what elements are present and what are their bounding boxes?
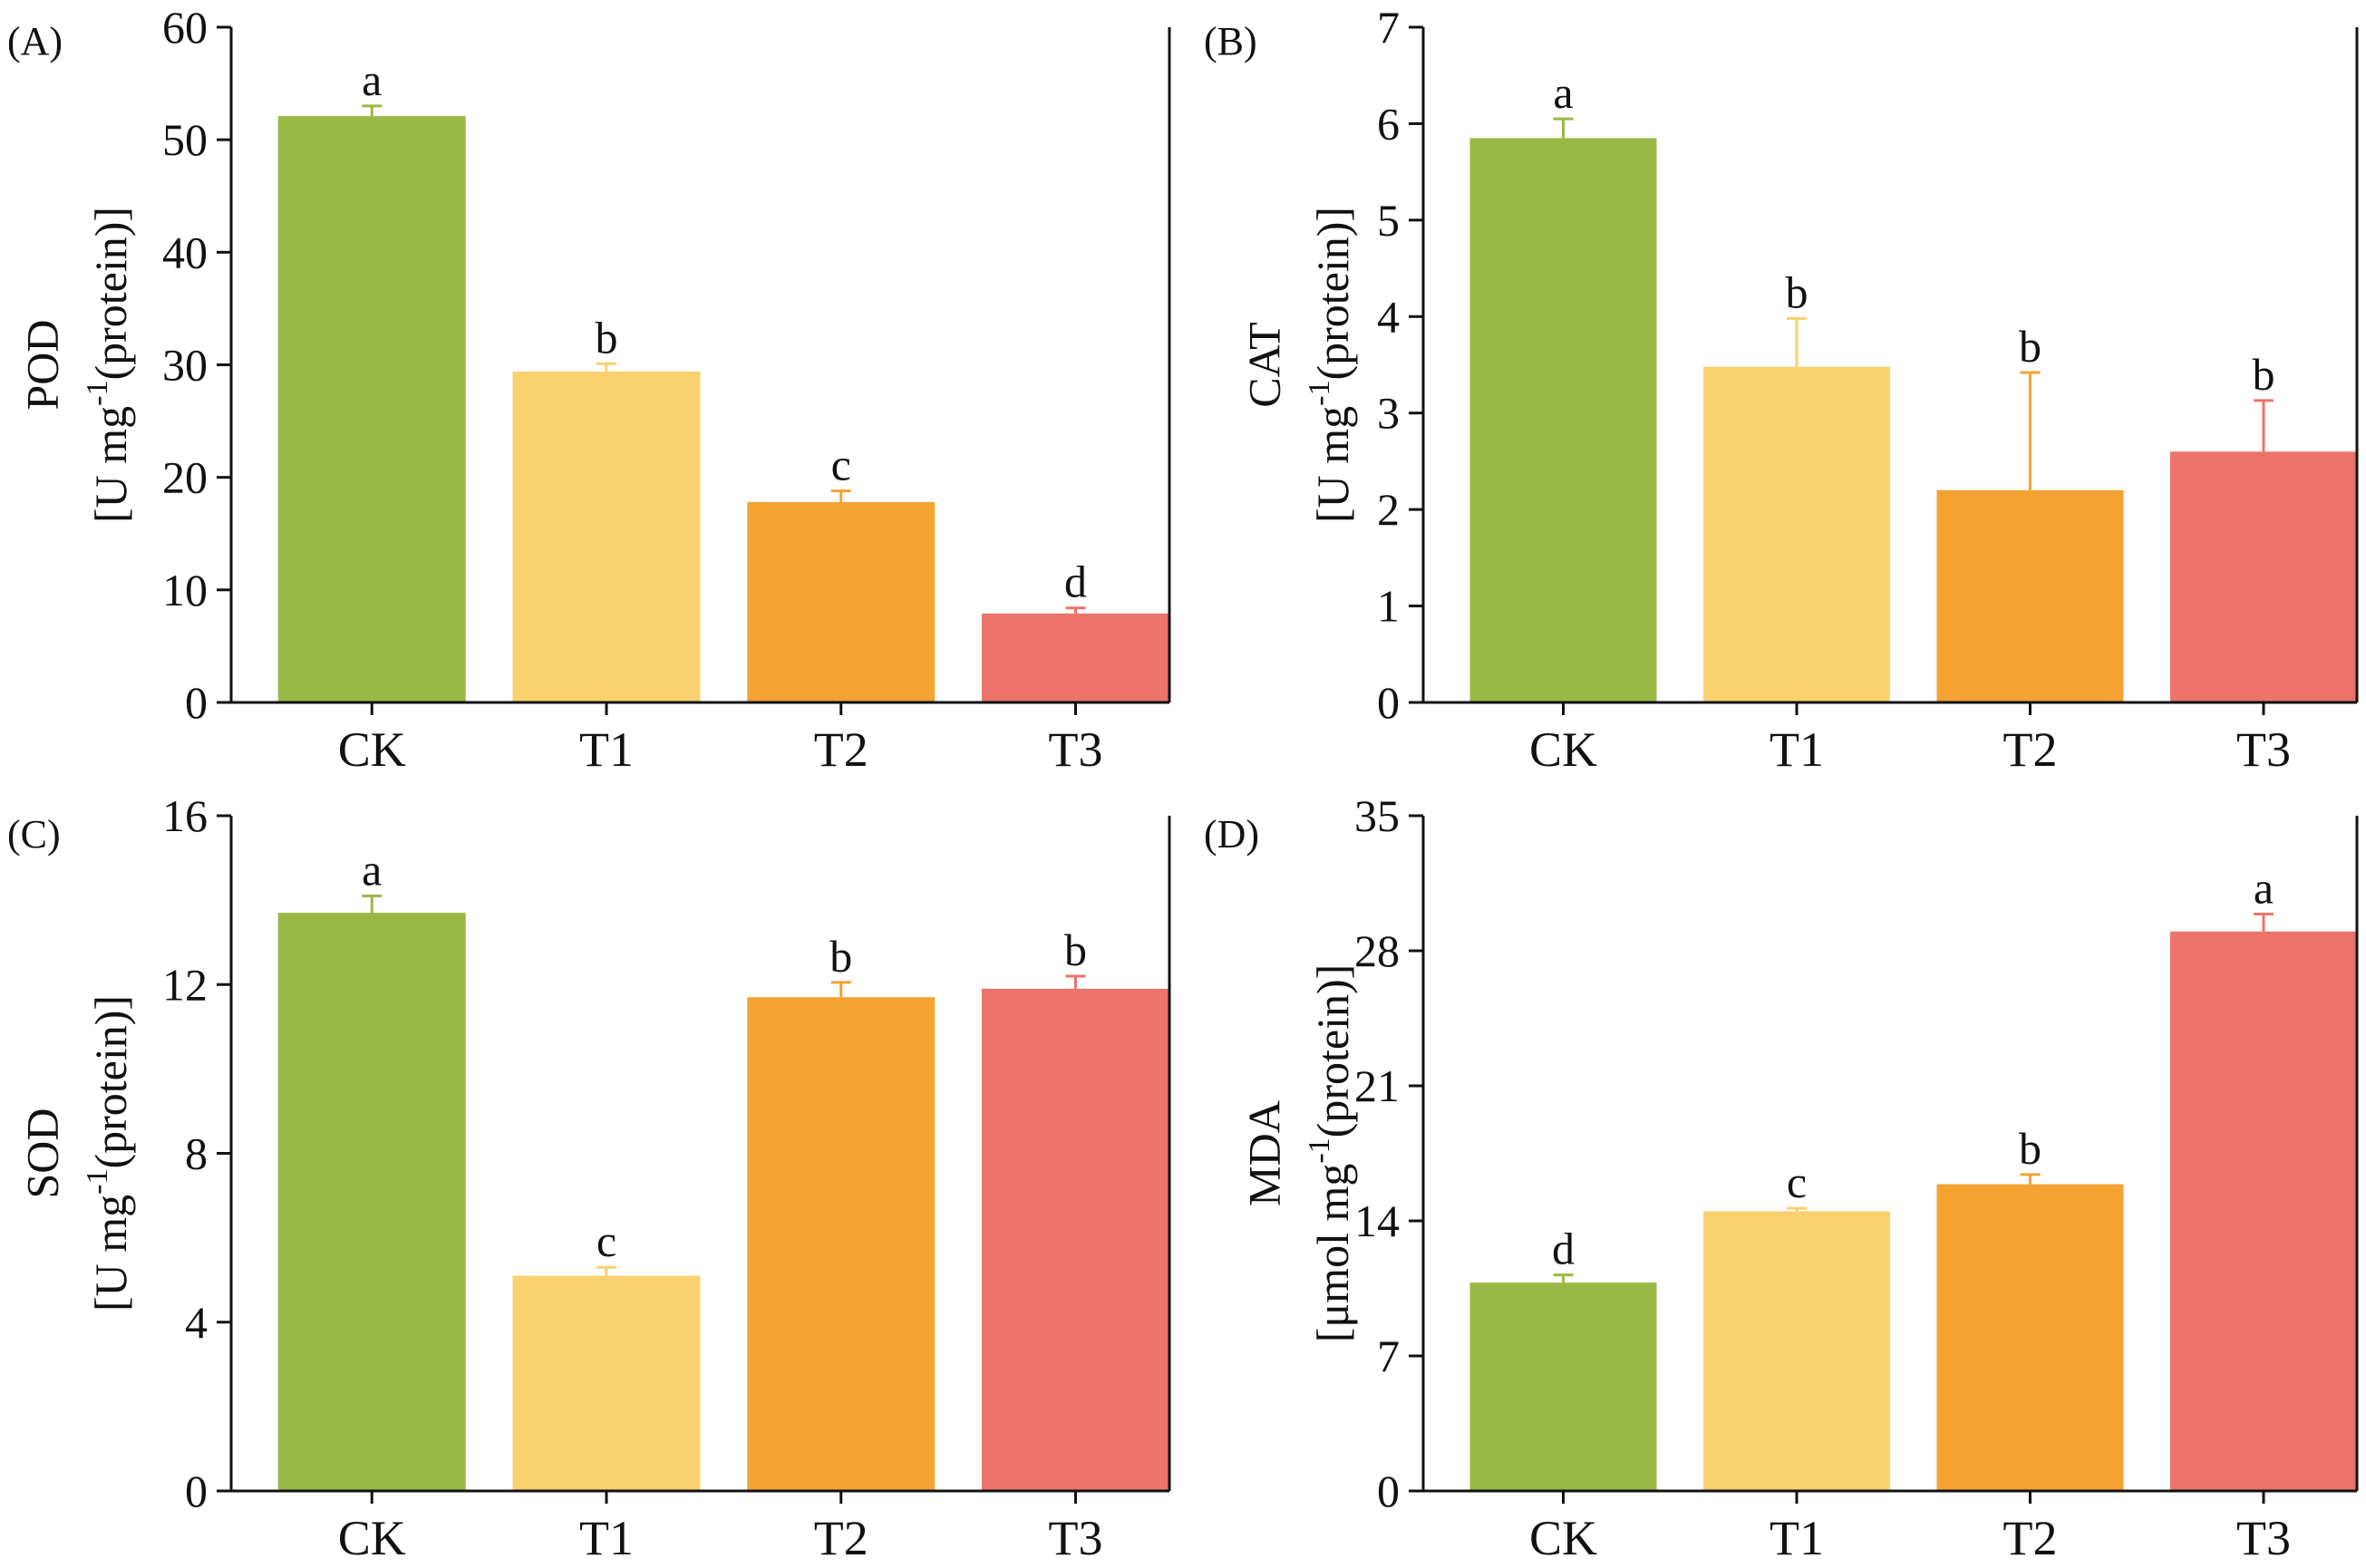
y-axis-label-unit: [U mg-1(protein)] [81, 207, 137, 523]
y-tick-label: 0 [1377, 677, 1400, 728]
significance-label-T1: b [596, 312, 618, 363]
x-tick-label-CK: CK [1529, 1511, 1597, 1565]
y-tick-label: 40 [162, 227, 208, 277]
panel-label: (D) [1204, 812, 1259, 857]
x-tick-label-T3: T3 [1049, 722, 1103, 777]
y-axis-label-main: CAT [1238, 322, 1289, 407]
y-axis-label-main: MDA [1238, 1100, 1289, 1206]
x-tick-label-CK: CK [338, 1511, 406, 1565]
bar-T3 [982, 613, 1169, 702]
x-tick-label-T1: T1 [579, 722, 634, 777]
y-axis-label-unit: [μmol mg-1(protein)] [1303, 964, 1359, 1343]
x-tick-label-T2: T2 [2003, 722, 2058, 777]
x-tick-label-T1: T1 [1770, 1511, 1824, 1565]
bar-CK [277, 116, 466, 702]
panel-C: (C) a CK c T1 b T2 b T3 0 4 8 12 16 SOD [U mg-1(protein… [7, 790, 1171, 1565]
y-tick-label: 30 [162, 340, 208, 391]
bar-T1 [1703, 366, 1890, 702]
bar-T1 [1703, 1211, 1890, 1491]
significance-label-T3: d [1064, 557, 1087, 607]
x-tick-label-T3: T3 [1049, 1511, 1103, 1565]
bar-T1 [512, 371, 701, 702]
y-tick-label: 28 [1354, 925, 1400, 976]
y-axis-label-main: SOD [16, 1108, 67, 1198]
y-tick-label: 3 [1377, 388, 1400, 439]
bar-CK [277, 913, 466, 1491]
y-tick-label: 50 [162, 114, 208, 165]
bar-CK [1469, 138, 1657, 703]
panel-A: (A) a CK b T1 c T2 d T3 0 10 20 30 40 50 60 POD [U mg-1(p… [7, 2, 1171, 777]
significance-label-CK: a [1553, 67, 1573, 118]
y-axis-label-unit: [U mg-1(protein)] [81, 995, 137, 1312]
bar-T3 [2170, 931, 2357, 1491]
panel-label: (B) [1204, 19, 1257, 63]
significance-label-T3: b [1064, 924, 1087, 975]
y-tick-label: 8 [185, 1128, 208, 1179]
bar-T2 [747, 997, 936, 1491]
y-tick-label: 7 [1377, 2, 1400, 53]
y-tick-label: 14 [1354, 1195, 1400, 1246]
y-tick-label: 20 [162, 452, 208, 503]
y-axis-label-unit: [U mg-1(protein)] [1303, 207, 1359, 523]
y-tick-label: 35 [1354, 790, 1400, 841]
bar-CK [1469, 1282, 1657, 1491]
y-tick-label: 6 [1377, 98, 1400, 149]
x-tick-label-T1: T1 [579, 1511, 634, 1565]
bar-T2 [1936, 1184, 2124, 1491]
panel-D: (D) d CK c T1 b T2 a T3 0 7 14 21 28 35 MDA [μmol mg-1(p… [1204, 790, 2359, 1565]
y-tick-label: 1 [1377, 581, 1400, 632]
bar-T3 [2170, 451, 2357, 702]
panel-label: (A) [7, 19, 63, 63]
x-tick-label-T2: T2 [814, 722, 868, 777]
significance-label-T1: c [596, 1215, 616, 1266]
x-tick-label-T3: T3 [2236, 1511, 2291, 1565]
bar-T2 [747, 501, 936, 702]
y-axis-label-main: POD [16, 319, 67, 410]
x-tick-label-T2: T2 [814, 1511, 868, 1565]
significance-label-CK: a [362, 844, 382, 895]
y-tick-label: 21 [1354, 1060, 1400, 1111]
significance-label-T2: b [829, 931, 852, 982]
y-tick-label: 0 [1377, 1466, 1400, 1516]
significance-label-CK: a [362, 54, 382, 105]
y-tick-label: 0 [185, 1466, 208, 1516]
y-tick-label: 4 [1377, 291, 1400, 342]
significance-label-T3: a [2254, 863, 2274, 914]
y-tick-label: 4 [185, 1297, 208, 1348]
y-tick-label: 7 [1377, 1331, 1400, 1381]
panel-B: (B) a CK b T1 b T2 b T3 0 1 2 3 4 5 6 7 CAT [U mg-1(protei… [1204, 2, 2359, 777]
bar-T1 [512, 1275, 701, 1491]
x-tick-label-CK: CK [1529, 722, 1597, 777]
significance-label-CK: d [1552, 1224, 1575, 1274]
x-tick-label-T1: T1 [1770, 722, 1824, 777]
significance-label-T3: b [2253, 349, 2275, 400]
significance-label-T2: b [2019, 321, 2041, 372]
x-tick-label-CK: CK [338, 722, 406, 777]
y-tick-label: 12 [162, 959, 208, 1010]
significance-label-T1: c [1787, 1157, 1807, 1207]
bar-T2 [1936, 489, 2124, 702]
y-tick-label: 60 [162, 2, 208, 53]
y-tick-label: 16 [162, 790, 208, 841]
y-tick-label: 5 [1377, 195, 1400, 246]
x-tick-label-T2: T2 [2003, 1511, 2058, 1565]
y-tick-label: 10 [162, 565, 208, 615]
y-tick-label: 2 [1377, 484, 1400, 535]
significance-label-T2: c [831, 440, 851, 490]
x-tick-label-T3: T3 [2236, 722, 2291, 777]
significance-label-T1: b [1786, 266, 1808, 317]
bar-T3 [982, 988, 1169, 1491]
significance-label-T2: b [2019, 1123, 2041, 1174]
y-tick-label: 0 [185, 677, 208, 728]
panel-label: (C) [7, 812, 61, 857]
